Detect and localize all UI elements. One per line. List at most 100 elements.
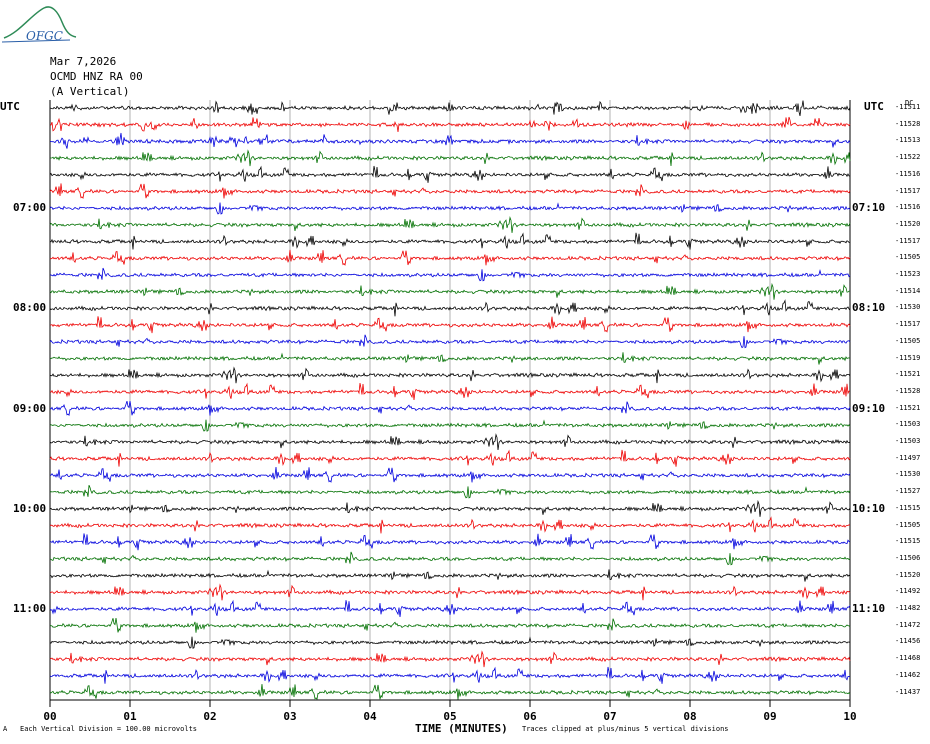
trace-offset-label-16: -11521 — [895, 370, 921, 379]
trace-22 — [49, 466, 851, 483]
trace-26 — [49, 533, 851, 551]
trace-35 — [49, 684, 851, 701]
trace-offset-label-6: -11516 — [895, 203, 921, 212]
trace-1 — [49, 116, 851, 132]
left-time-label-3: 10:00 — [13, 501, 47, 515]
trace-23 — [49, 484, 851, 499]
trace-34 — [49, 666, 851, 684]
x-tick-label-5: 05 — [443, 710, 457, 723]
ofgc-logo: OFGC — [1, 6, 77, 43]
trace-offset-label-15: -11519 — [895, 353, 921, 362]
trace-offset-label-31: -11472 — [895, 620, 921, 629]
clip-note: Traces clipped at plus/minus 5 vertical … — [522, 725, 729, 733]
trace-24 — [49, 499, 851, 517]
trace-20 — [49, 433, 851, 451]
trace-offset-label-4: -11516 — [895, 169, 921, 178]
trace-offset-label-27: -11506 — [895, 553, 921, 562]
component-label: (A Vertical) — [50, 85, 130, 98]
left-time-label-4: 11:00 — [13, 602, 47, 615]
trace-offset-label-21: -11497 — [895, 453, 921, 462]
trace-13 — [49, 316, 851, 334]
trace-offset-label-5: -11517 — [895, 186, 921, 195]
right-time-label-2: 09:10 — [852, 401, 886, 415]
scale-note: Each Vertical Division = 100.00 microvol… — [20, 725, 198, 733]
trace-offset-label-11: -11514 — [895, 286, 921, 295]
trace-offset-label-32: -11456 — [895, 637, 921, 646]
trace-offset-label-0: -11511 — [895, 103, 921, 111]
x-tick-label-3: 03 — [283, 710, 297, 723]
trace-3 — [49, 149, 851, 167]
trace-offset-label-25: -11505 — [895, 520, 921, 529]
x-tick-label-9: 09 — [763, 710, 777, 723]
x-tick-label-6: 06 — [523, 710, 537, 723]
x-tick-label-8: 08 — [683, 710, 697, 723]
trace-offset-label-26: -11515 — [895, 537, 921, 546]
trace-0 — [49, 100, 851, 116]
trace-offset-label-10: -11523 — [895, 270, 921, 278]
right-utc-label: UTC — [864, 100, 884, 113]
trace-offset-label-19: -11503 — [895, 420, 921, 429]
left-time-label-1: 08:00 — [13, 301, 47, 315]
trace-offset-label-33: -11468 — [895, 654, 921, 663]
scale-marker: A — [3, 725, 8, 733]
x-axis-title: TIME (MINUTES) — [415, 722, 508, 735]
trace-5 — [49, 183, 851, 200]
trace-18 — [49, 400, 851, 417]
x-tick-label-0: 00 — [43, 710, 57, 723]
trace-offset-label-23: -11527 — [895, 487, 921, 496]
logo-underline — [1, 39, 71, 43]
trace-2 — [49, 132, 851, 149]
trace-offset-label-3: -11522 — [895, 153, 921, 162]
right-time-label-1: 08:10 — [852, 301, 886, 315]
trace-offset-label-20: -11503 — [895, 437, 921, 445]
trace-16 — [49, 366, 851, 384]
trace-offset-label-30: -11482 — [895, 604, 921, 612]
trace-offset-label-2: -11513 — [895, 136, 921, 145]
x-tick-label-4: 04 — [363, 710, 377, 723]
trace-15 — [49, 352, 851, 365]
trace-10 — [49, 267, 851, 282]
trace-4 — [49, 165, 851, 183]
trace-offset-label-12: -11530 — [895, 303, 921, 312]
trace-28 — [50, 569, 851, 582]
trace-7 — [49, 216, 851, 233]
right-time-label-4: 11:10 — [852, 602, 886, 615]
trace-offset-label-7: -11520 — [895, 219, 921, 228]
trace-offset-label-34: -11462 — [895, 670, 921, 679]
x-tick-label-10: 10 — [843, 710, 857, 723]
trace-27 — [49, 551, 851, 566]
date-label: Mar 7,2026 — [50, 55, 117, 68]
trace-offset-label-13: -11517 — [895, 320, 921, 329]
left-time-label-0: 07:00 — [13, 201, 47, 215]
x-tick-label-1: 01 — [123, 710, 137, 723]
trace-offset-label-22: -11530 — [895, 470, 921, 479]
trace-21 — [49, 449, 851, 467]
right-time-label-0: 07:10 — [852, 201, 886, 215]
trace-offset-label-28: -11520 — [895, 570, 921, 579]
trace-6 — [49, 202, 851, 215]
logo-swoosh — [3, 6, 77, 39]
trace-9 — [49, 249, 851, 266]
left-time-label-2: 09:00 — [13, 401, 47, 415]
trace-30 — [49, 599, 851, 618]
trace-offset-label-1: -11528 — [895, 119, 921, 128]
trace-offset-label-14: -11505 — [895, 336, 921, 345]
dc-label: DC — [905, 99, 914, 107]
trace-offset-label-35: -11437 — [895, 687, 921, 696]
trace-offset-label-29: -11492 — [895, 587, 921, 596]
trace-offset-label-24: -11515 — [895, 503, 921, 512]
trace-offset-label-17: -11528 — [895, 386, 921, 395]
trace-12 — [49, 299, 851, 317]
station-label: OCMD HNZ RA 00 — [50, 70, 143, 83]
trace-33 — [49, 650, 851, 668]
trace-32 — [49, 636, 851, 649]
trace-offset-label-9: -11505 — [895, 253, 921, 262]
trace-29 — [49, 583, 851, 601]
x-tick-label-2: 02 — [203, 710, 217, 723]
logo-text: OFGC — [26, 29, 63, 43]
trace-17 — [49, 382, 851, 400]
trace-offset-label-18: -11521 — [895, 403, 921, 412]
trace-11 — [49, 282, 851, 300]
